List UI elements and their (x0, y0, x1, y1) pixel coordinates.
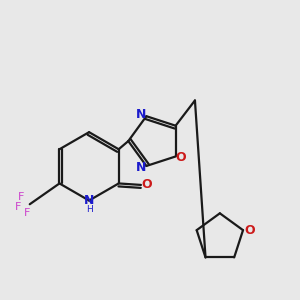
Text: F: F (15, 202, 21, 212)
Text: O: O (142, 178, 152, 191)
Text: N: N (136, 108, 146, 121)
Text: O: O (244, 224, 255, 237)
Text: N: N (84, 194, 94, 207)
Text: O: O (176, 152, 186, 164)
Text: N: N (136, 161, 146, 174)
Text: F: F (18, 192, 25, 202)
Text: F: F (24, 208, 30, 218)
Text: H: H (86, 205, 92, 214)
